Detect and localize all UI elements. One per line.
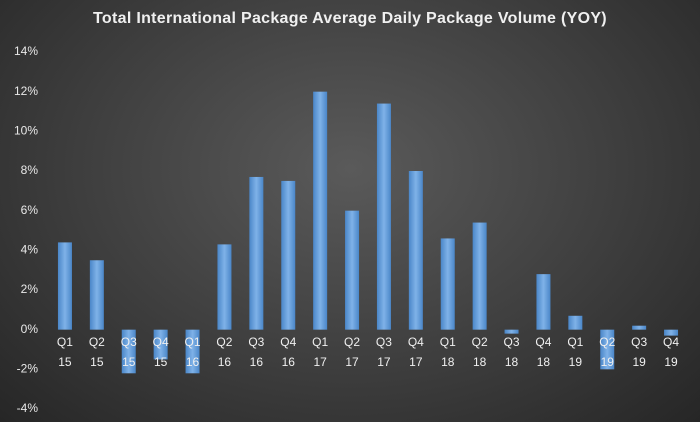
bar [153,329,168,360]
x-tick-label: Q4 19 [663,334,680,369]
y-tick-label: 2% [21,282,39,296]
y-tick-label: 8% [21,163,39,177]
bar [57,242,72,330]
bar [376,103,391,330]
y-tick-label: -2% [17,362,39,376]
x-tick-label: Q2 18 [471,334,488,369]
bar [249,176,264,330]
bar [185,329,200,374]
x-tick-label: Q4 18 [535,334,552,369]
x-tick-label: Q1 18 [439,334,456,369]
x-tick-label: Q3 19 [631,334,648,369]
x-tick-label: Q1 19 [567,334,584,369]
bar [568,315,583,330]
x-tick-label: Q2 16 [216,334,233,369]
y-tick-label: 10% [14,124,38,138]
chart-title: Total International Package Average Dail… [93,10,607,27]
bar [600,329,615,370]
bar [536,274,551,330]
x-tick-label: Q2 19 [599,334,616,369]
x-tick-label: Q3 15 [120,334,137,369]
bar [217,244,232,330]
bar [408,171,423,330]
bar [121,329,136,374]
bar [89,260,104,330]
y-tick-label: 4% [21,243,39,257]
x-tick-label: Q3 17 [375,334,392,369]
bar [313,91,328,330]
bar [632,325,647,330]
bar [281,180,296,330]
x-tick-label: Q4 17 [407,334,424,369]
x-tick-label: Q4 16 [280,334,297,369]
x-tick-label: Q1 17 [312,334,329,369]
x-tick-label: Q1 15 [56,334,73,369]
x-tick-label: Q1 16 [184,334,201,369]
bar [664,329,679,336]
y-tick-label: 0% [21,322,39,336]
x-tick-label: Q2 17 [344,334,361,369]
y-tick-label: 12% [14,84,38,98]
bar [345,210,360,330]
bar [504,329,519,334]
y-tick-label: 6% [21,203,39,217]
bar [440,238,455,330]
y-tick-label: 14% [14,44,38,58]
x-tick-label: Q3 16 [248,334,265,369]
x-tick-label: Q3 18 [503,334,520,369]
bar [472,222,487,330]
y-tick-label: -4% [17,401,39,415]
x-tick-label: Q4 15 [152,334,169,369]
x-tick-label: Q2 15 [88,334,105,369]
